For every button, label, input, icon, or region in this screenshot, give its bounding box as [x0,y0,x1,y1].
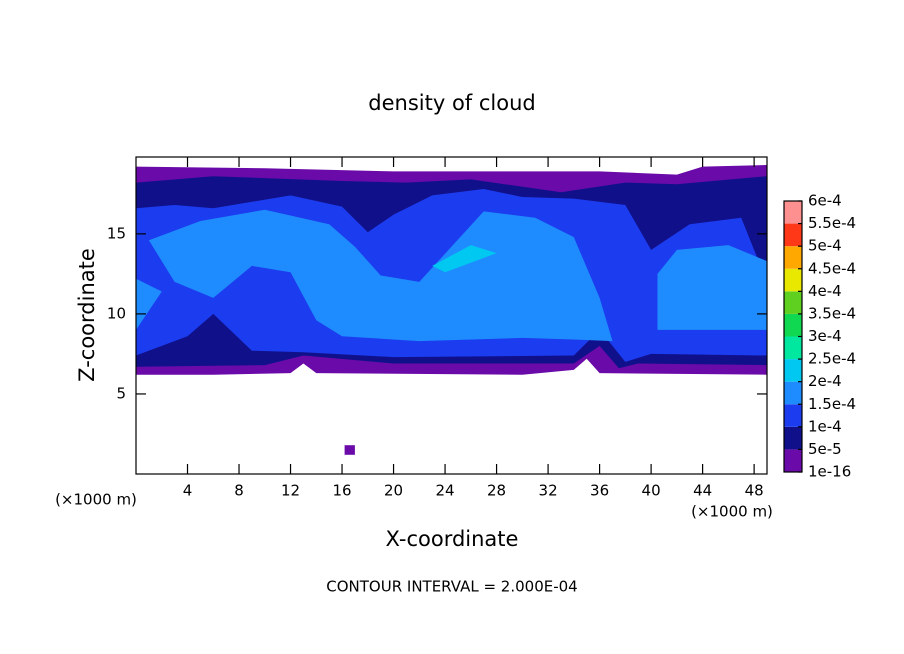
plot-frame [135,156,768,475]
x-tick-label: 28 [487,482,506,500]
colorbar-band [784,201,802,224]
x-tick-label: 44 [693,482,712,500]
y-tick-label: 5 [116,384,126,402]
x-tick-label: 20 [384,482,403,500]
colorbar-label: 3.5e-4 [808,304,856,322]
colorbar-label: 4e-4 [808,282,842,300]
colorbar-label: 1.5e-4 [808,395,856,413]
chart-title: density of cloud [368,91,535,115]
colorbar-band [784,268,802,292]
colorbar-band [784,291,802,314]
colorbar-label: 2.5e-4 [808,350,856,368]
contour-band [432,245,497,273]
contour-band [148,209,613,342]
x-tick-label: 8 [234,482,244,500]
x-tick-label: 16 [332,482,351,500]
colorbar-label: 5e-5 [808,440,842,458]
colorbar-label: 4.5e-4 [808,259,856,277]
axes: 4 8 12 16 20 24 28 32 36 40 44 48510151e-165e-51e-4… [107,156,856,500]
colorbar-label: 1e-16 [808,463,851,481]
contour-band [136,278,162,330]
x-tick-label: 4 [183,482,193,500]
colorbar-label: 2e-4 [808,372,842,390]
colorbar-label: 6e-4 [808,192,842,210]
x-tick-label: 48 [745,482,764,500]
x-tick-label: 40 [642,482,661,500]
y-unit-label: (×1000 m) [55,491,137,509]
contour-field [136,165,767,455]
colorbar-band [784,246,802,269]
x-tick-label: 36 [590,482,609,500]
colorbar-band [784,313,802,337]
x-tick-label: 24 [436,482,455,500]
colorbar-band [784,359,802,382]
colorbar-band [784,404,802,427]
y-tick-label: 15 [107,224,126,242]
x-tick-label: 12 [281,482,300,500]
colorbar-band [784,223,802,247]
colorbar-label: 3e-4 [808,327,842,345]
x-unit-label: (×1000 m) [691,503,773,521]
y-tick-label: 10 [107,304,126,322]
y-axis-label: Z-coordinate [75,248,99,382]
contour-band [657,245,767,330]
x-axis-label: X-coordinate [386,527,519,551]
colorbar-label: 5.5e-4 [808,214,856,232]
colorbar-band [784,336,802,360]
footnote: CONTOUR INTERVAL = 2.000E-04 [326,578,577,596]
colorbar-label: 5e-4 [808,237,842,255]
colorbar-label: 1e-4 [808,417,842,435]
colorbar-band [784,426,802,450]
colorbar-band [784,449,802,472]
contour-band [344,445,355,455]
x-tick-label: 32 [539,482,558,500]
colorbar-band [784,381,802,405]
